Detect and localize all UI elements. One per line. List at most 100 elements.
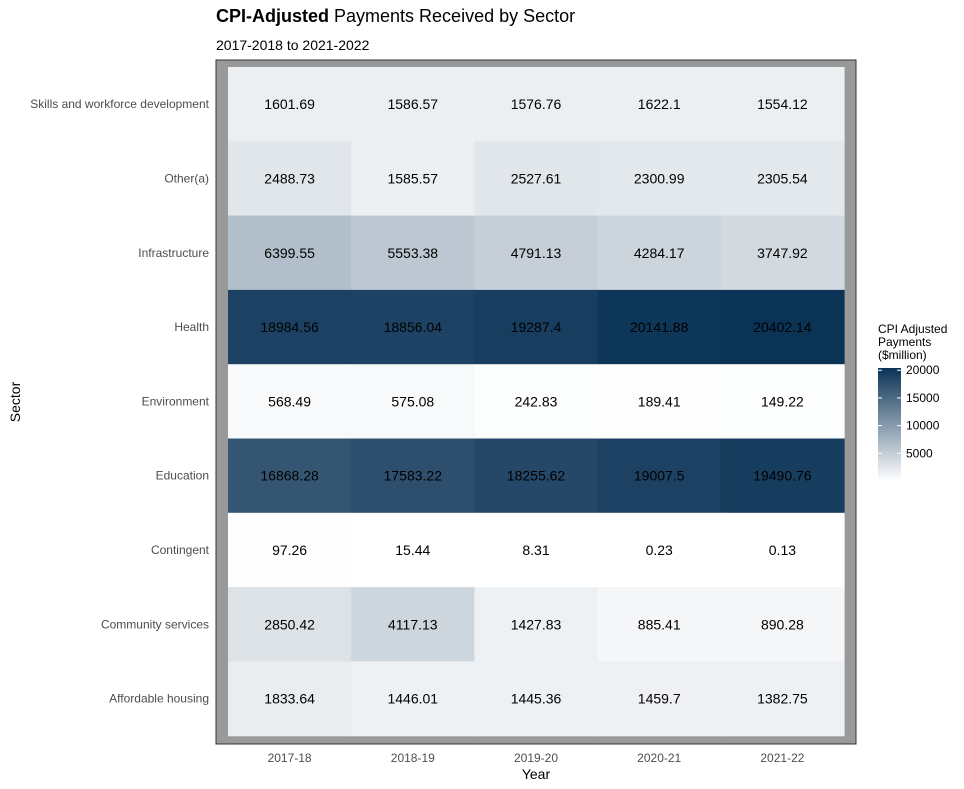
cell-label: 19490.76 xyxy=(753,468,812,484)
x-axis-title: Year xyxy=(522,766,551,782)
cell-label: 20402.14 xyxy=(753,319,812,335)
cell-label: 15.44 xyxy=(395,542,430,558)
legend-tick-label: 15000 xyxy=(906,391,940,405)
heatmap-cell xyxy=(597,215,722,291)
heatmap-cell xyxy=(597,661,722,737)
y-tick-label: Education xyxy=(156,469,209,483)
cell-label: 4791.13 xyxy=(511,245,562,261)
cell-label: 890.28 xyxy=(761,616,804,632)
cell-label: 18984.56 xyxy=(260,319,319,335)
cell-label: 97.26 xyxy=(272,542,307,558)
heatmap-cell xyxy=(474,512,599,588)
heatmap-cell xyxy=(351,438,475,514)
legend-tick-label: 20000 xyxy=(906,363,940,377)
cell-label: 20141.88 xyxy=(630,319,689,335)
chart-subtitle: 2017-2018 to 2021-2022 xyxy=(216,37,370,53)
heatmap-cell xyxy=(720,67,845,142)
heatmap-cell xyxy=(351,67,475,142)
heatmap-cell xyxy=(228,661,352,737)
heatmap-cell xyxy=(720,141,845,217)
x-tick-label: 2021-22 xyxy=(760,751,804,765)
y-tick-label: Contingent xyxy=(151,543,210,557)
y-tick-label: Skills and workforce development xyxy=(30,97,209,111)
heatmap-cell xyxy=(474,141,599,217)
heatmap-cell xyxy=(228,289,352,365)
cell-label: 568.49 xyxy=(268,393,311,409)
x-tick-label: 2018-19 xyxy=(391,751,435,765)
cell-label: 1427.83 xyxy=(511,616,562,632)
cell-label: 1622.1 xyxy=(638,96,681,112)
heatmap-cell xyxy=(474,215,599,291)
heatmap-cell xyxy=(474,67,599,142)
cell-label: 885.41 xyxy=(638,616,681,632)
cell-label: 242.83 xyxy=(515,393,558,409)
cell-label: 1445.36 xyxy=(511,691,562,707)
heatmap-cell xyxy=(351,512,475,588)
heatmap-cell xyxy=(597,512,722,588)
heatmap-cell xyxy=(597,364,722,440)
legend-title-line: CPI Adjusted xyxy=(878,322,947,336)
y-tick-label: Affordable housing xyxy=(109,692,209,706)
x-tick-label: 2020-21 xyxy=(637,751,681,765)
heatmap-cell xyxy=(228,512,352,588)
cell-label: 1382.75 xyxy=(757,691,808,707)
cell-label: 1585.57 xyxy=(387,170,438,186)
x-tick-label: 2019-20 xyxy=(514,751,558,765)
heatmap-cell xyxy=(228,587,352,662)
heatmap-cell xyxy=(474,289,599,365)
cell-label: 5553.38 xyxy=(387,245,438,261)
heatmap-cell xyxy=(474,661,599,737)
cell-label: 19287.4 xyxy=(511,319,562,335)
cell-label: 1576.76 xyxy=(511,96,562,112)
heatmap-cell xyxy=(228,215,352,291)
heatmap-cell xyxy=(351,364,475,440)
heatmap-cell xyxy=(474,364,599,440)
heatmap-cell xyxy=(597,289,722,365)
cell-label: 1601.69 xyxy=(264,96,315,112)
heatmap-cell xyxy=(351,661,475,737)
cell-label: 1833.64 xyxy=(264,691,315,707)
cell-label: 3747.92 xyxy=(757,245,808,261)
heatmap-cell xyxy=(720,661,845,737)
cell-label: 2300.99 xyxy=(634,170,685,186)
y-tick-label: Other(a) xyxy=(164,171,209,185)
cell-label: 1459.7 xyxy=(638,691,681,707)
heatmap-cell xyxy=(720,289,845,365)
heatmap-cell xyxy=(720,364,845,440)
heatmap-cell xyxy=(351,587,475,662)
y-tick-label: Environment xyxy=(142,394,210,408)
y-tick-label: Infrastructure xyxy=(138,246,209,260)
heatmap-cell xyxy=(351,289,475,365)
cell-label: 18255.62 xyxy=(507,468,566,484)
heatmap-cell xyxy=(597,587,722,662)
cell-label: 8.31 xyxy=(522,542,549,558)
cell-label: 1586.57 xyxy=(387,96,438,112)
legend-colorbar xyxy=(878,368,901,481)
heatmap-cell xyxy=(720,215,845,291)
heatmap-cell xyxy=(597,67,722,142)
cell-label: 1554.12 xyxy=(757,96,808,112)
cell-label: 149.22 xyxy=(761,393,804,409)
cell-label: 189.41 xyxy=(638,393,681,409)
cell-label: 0.23 xyxy=(646,542,673,558)
heatmap-cell xyxy=(351,215,475,291)
cell-label: 575.08 xyxy=(391,393,434,409)
cell-label: 2850.42 xyxy=(264,616,315,632)
cell-label: 4117.13 xyxy=(388,616,438,632)
legend-tick-label: 10000 xyxy=(906,419,940,433)
heatmap-cell xyxy=(474,438,599,514)
heatmap-cell xyxy=(720,512,845,588)
x-tick-label: 2017-18 xyxy=(268,751,312,765)
heatmap-cell xyxy=(228,141,352,217)
cell-label: 0.13 xyxy=(769,542,796,558)
cell-label: 2305.54 xyxy=(757,170,808,186)
cell-label: 19007.5 xyxy=(634,468,685,484)
heatmap-cell xyxy=(351,141,475,217)
cell-label: 18856.04 xyxy=(384,319,443,335)
y-axis-title: Sector xyxy=(7,381,23,422)
heatmap-cell xyxy=(720,587,845,662)
cell-label: 16868.28 xyxy=(260,468,319,484)
heatmap-cell xyxy=(597,438,722,514)
